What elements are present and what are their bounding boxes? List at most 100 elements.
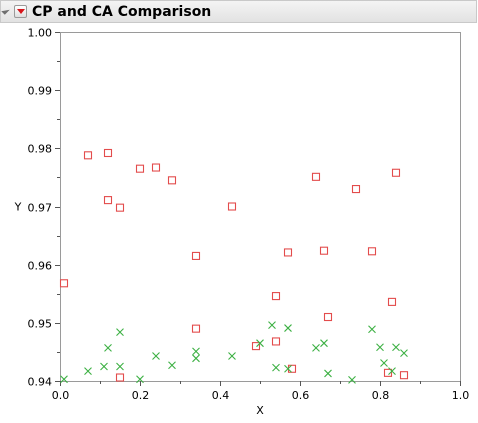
ca-point-stroke [380, 359, 388, 367]
ca-point-stroke [368, 325, 376, 334]
cp-point [391, 168, 401, 177]
y-tick-label: 1.00 [28, 27, 53, 40]
red-triangle-menu-button[interactable] [14, 5, 27, 18]
x-tick-label: 1.0 [452, 389, 470, 402]
ca-point [192, 347, 200, 356]
cp-point [151, 163, 161, 172]
ca-point-stroke [348, 375, 356, 384]
ca-point-stroke [168, 361, 176, 370]
ca-point-stroke [60, 375, 68, 384]
panel-title: CP and CA Comparison [32, 4, 212, 20]
ca-point [192, 354, 200, 363]
cp-point [323, 312, 333, 322]
y-axis: 0.94 0.95 0.96 0.97 0.98 0.99 1.00 [28, 27, 60, 389]
ca-point-stroke [400, 349, 408, 357]
cp-point [103, 148, 113, 158]
ca-point-stroke [104, 343, 112, 352]
cp-point [283, 248, 293, 257]
ca-point-stroke [376, 343, 384, 352]
ca-point [116, 362, 124, 371]
cp-point [115, 203, 125, 212]
cp-point [167, 176, 177, 185]
ca-point-stroke [272, 363, 280, 372]
ca-point-stroke [392, 343, 400, 352]
ca-point-stroke [116, 362, 124, 371]
ca-point [256, 339, 264, 348]
x-axis-label: X [256, 404, 264, 417]
ca-point [380, 359, 388, 367]
cp-point [191, 251, 201, 260]
ca-point [284, 364, 292, 373]
y-tick-label: 0.99 [28, 85, 53, 98]
ca-point [268, 321, 276, 330]
cp-point [59, 279, 69, 288]
ca-point-stroke [152, 352, 160, 360]
ca-point-stroke [228, 352, 236, 360]
y-tick-label: 0.98 [28, 143, 53, 156]
ca-point [100, 362, 108, 371]
cp-point [311, 172, 321, 181]
ca-point [320, 339, 328, 348]
cp-point [271, 292, 281, 301]
ca-point-stroke [312, 343, 320, 352]
red-triangle-menu-icon [17, 9, 25, 14]
x-tick-label: 0.6 [292, 389, 310, 402]
ca-point [324, 369, 332, 378]
y-tick-label: 0.95 [28, 318, 53, 331]
cp-point [115, 373, 125, 382]
y-tick-label: 0.97 [28, 202, 53, 215]
ca-point [272, 363, 280, 372]
ca-point [228, 352, 236, 360]
y-tick-label: 0.96 [28, 260, 53, 273]
y-axis-label: Y [14, 201, 22, 214]
cp-point [191, 324, 201, 333]
ca-point-stroke [388, 367, 396, 376]
cp-point [103, 196, 113, 205]
cp-point [367, 247, 377, 256]
cp-point [383, 368, 393, 377]
ca-point-stroke [136, 375, 144, 384]
cp-point [319, 246, 329, 255]
cp-point [251, 342, 261, 351]
cp-point [387, 297, 397, 306]
ca-point [136, 375, 144, 384]
ca-point-stroke [320, 339, 328, 348]
cp-point [83, 151, 93, 160]
ca-point-stroke [284, 364, 292, 373]
cp-point [399, 371, 409, 380]
cp-point [271, 337, 281, 346]
ca-point [168, 361, 176, 370]
ca-point-stroke [192, 347, 200, 356]
ca-point [376, 343, 384, 352]
ca-point [368, 325, 376, 334]
panel-header[interactable]: CP and CA Comparison [0, 0, 477, 23]
ca-point [388, 367, 396, 376]
ca-point-stroke [116, 328, 124, 337]
ca-point-stroke [268, 321, 276, 330]
ca-point-stroke [284, 324, 292, 332]
ca-point-stroke [192, 354, 200, 363]
ca-point [60, 375, 68, 384]
x-axis: 0.0 0.2 0.4 0.6 0.8 1.0 [52, 381, 470, 402]
ca-point [312, 343, 320, 352]
x-tick-label: 0.2 [132, 389, 150, 402]
ca-point [400, 349, 408, 357]
ca-point [84, 367, 92, 376]
x-tick-label: 0.4 [212, 389, 230, 402]
ca-point [392, 343, 400, 352]
ca-point [152, 352, 160, 360]
ca-point-stroke [324, 369, 332, 378]
ca-point-stroke [256, 339, 264, 348]
cp-point [227, 202, 237, 211]
plot-frame [60, 32, 461, 382]
ca-point [348, 375, 356, 384]
ca-point [116, 328, 124, 337]
x-tick-label: 0.0 [52, 389, 70, 402]
y-tick-label: 0.94 [28, 376, 53, 389]
ca-point [104, 343, 112, 352]
plot-points [59, 148, 409, 384]
cp-point [135, 164, 145, 173]
x-tick-label: 0.8 [372, 389, 390, 402]
cp-point [351, 185, 361, 194]
